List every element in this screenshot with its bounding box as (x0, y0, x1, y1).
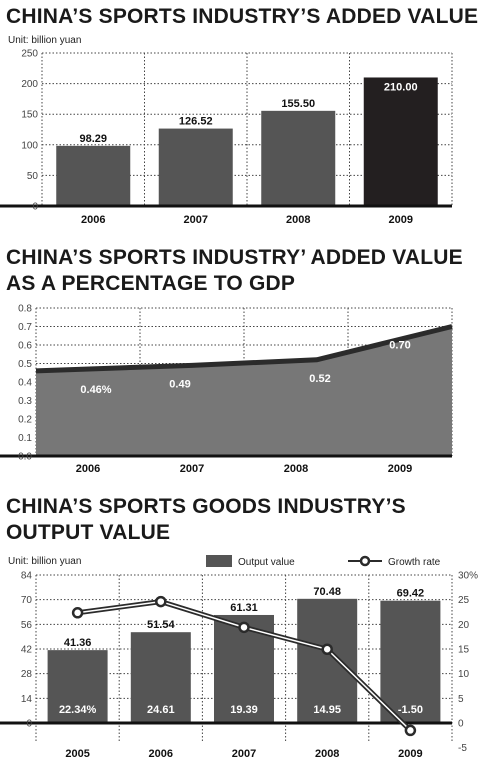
legend-output-swatch (206, 555, 232, 567)
chart3-growth-label: 22.34% (59, 704, 97, 716)
chart2-svg: 0.46% 0.49 0.52 0.70 0.0 0.1 0.2 0.3 0.4 0.5 0.6 0… (0, 304, 453, 475)
chart1-xtick: 2006 (81, 214, 105, 226)
chart2-value-label: 0.49 (169, 378, 190, 390)
chart1-svg: Unit: billion yuan 98.29 126.52 155.50 210.… (0, 35, 453, 226)
chart1-value-label: 210.00 (384, 81, 418, 93)
chart2-ytick: 0.8 (18, 304, 32, 315)
chart3-y2tick: 10 (458, 669, 470, 680)
chart3-bar (380, 600, 441, 723)
chart2-ytick: 0.6 (18, 341, 32, 352)
chart2-ytick: 0.5 (18, 359, 32, 370)
chart3-y2tick: 25 (458, 595, 470, 606)
chart1-bar (158, 128, 233, 206)
chart1-unit: Unit: billion yuan (8, 35, 81, 46)
chart3-growth-label: 24.61 (147, 704, 175, 716)
chart3-ytick: 42 (21, 645, 33, 656)
chart1-ytick: 0 (32, 202, 38, 213)
chart3-bar (47, 650, 108, 723)
chart3-svg: Unit: billion yuan Output value Growth r… (0, 555, 478, 760)
chart2-xtick: 2006 (76, 463, 100, 475)
chart3-growth-point (71, 607, 84, 619)
chart3-value-label: 70.48 (313, 586, 341, 598)
chart3-xtick: 2007 (232, 748, 256, 760)
chart1-ytick: 150 (21, 110, 38, 121)
chart3-growth-label: -1.50 (398, 704, 423, 716)
chart1-xtick: 2008 (286, 214, 310, 226)
chart2-value-label: 0.70 (389, 340, 410, 352)
chart1-ytick: 200 (21, 79, 38, 90)
chart1-bar (56, 145, 131, 206)
chart2-ytick: 0.4 (18, 378, 32, 389)
chart1-bar (363, 77, 438, 206)
chart2-xtick: 2007 (180, 463, 204, 475)
chart2-title-line1: CHINA’S SPORTS INDUSTRY’ ADDED VALUE (6, 246, 463, 269)
chart2-value-label: 0.52 (309, 373, 330, 385)
chart3-xtick: 2005 (65, 748, 89, 760)
chart3-y2tick: 5 (458, 694, 464, 705)
chart3-growth-label: 14.95 (313, 704, 341, 716)
chart2-area (36, 326, 452, 456)
chart2-xtick: 2008 (284, 463, 308, 475)
chart2-ytick: 0.3 (18, 396, 32, 407)
chart1-value-label: 126.52 (179, 116, 213, 128)
chart1-xtick: 2009 (389, 214, 413, 226)
chart2-ytick: 0.1 (18, 433, 32, 444)
chart3-growth-point (404, 724, 417, 737)
chart1-bar (261, 110, 336, 206)
chart3-xtick: 2006 (149, 748, 173, 760)
chart3-ytick: 14 (21, 694, 33, 705)
chart1-xtick: 2007 (184, 214, 208, 226)
chart1-value-label: 155.50 (281, 98, 315, 110)
chart2-ytick: 0.7 (18, 322, 32, 333)
chart2-value-label: 0.46% (80, 384, 111, 396)
legend-output-label: Output value (238, 557, 295, 568)
chart3-value-label: 41.36 (64, 637, 92, 649)
chart2-ytick: 0.0 (18, 452, 32, 463)
chart3-y2tick: 20 (458, 620, 470, 631)
chart3-ytick: 56 (21, 620, 33, 631)
chart3-xtick: 2009 (398, 748, 422, 760)
chart2-line (35, 324, 453, 374)
chart1-ytick: 100 (21, 140, 38, 151)
chart3-ytick: 70 (21, 595, 33, 606)
chart3-y2tick: -5 (458, 743, 467, 754)
chart3-ytick: 0 (26, 719, 32, 730)
chart3-growth-point (321, 643, 333, 655)
chart3-growth-point (238, 621, 250, 634)
chart3-y2tick: 30% (458, 571, 478, 582)
chart2-title-line2: AS A PERCENTAGE TO GDP (6, 272, 296, 295)
chart3-value-label: 61.31 (230, 602, 258, 614)
chart3-growth-point (155, 595, 167, 608)
legend-growth-marker (359, 555, 371, 567)
chart3-bar (297, 598, 358, 723)
chart3-bar (130, 632, 191, 723)
chart3-unit: Unit: billion yuan (8, 556, 81, 567)
legend-growth-label: Growth rate (388, 557, 441, 568)
chart3-value-label: 51.54 (147, 619, 175, 631)
chart1-ytick: 250 (21, 49, 38, 60)
chart3-growth-label: 19.39 (230, 704, 258, 716)
chart3-y2tick: 15 (458, 645, 470, 656)
chart3-ytick: 28 (21, 669, 33, 680)
chart1-value-label: 98.29 (79, 133, 107, 145)
chart3-y2tick: 0 (458, 719, 464, 730)
chart3-value-label: 69.42 (397, 588, 425, 600)
chart1-ytick: 50 (27, 171, 39, 182)
chart3-title-line2: OUTPUT VALUE (6, 521, 171, 544)
chart3-ytick: 84 (21, 571, 33, 582)
chart2-ytick: 0.2 (18, 415, 32, 426)
chart3-title-line1: CHINA’S SPORTS GOODS INDUSTRY’S (6, 495, 406, 518)
chart1-title: CHINA’S SPORTS INDUSTRY’S ADDED VALUE (6, 5, 479, 28)
chart2-xtick: 2009 (388, 463, 412, 475)
chart3-xtick: 2008 (315, 748, 339, 760)
